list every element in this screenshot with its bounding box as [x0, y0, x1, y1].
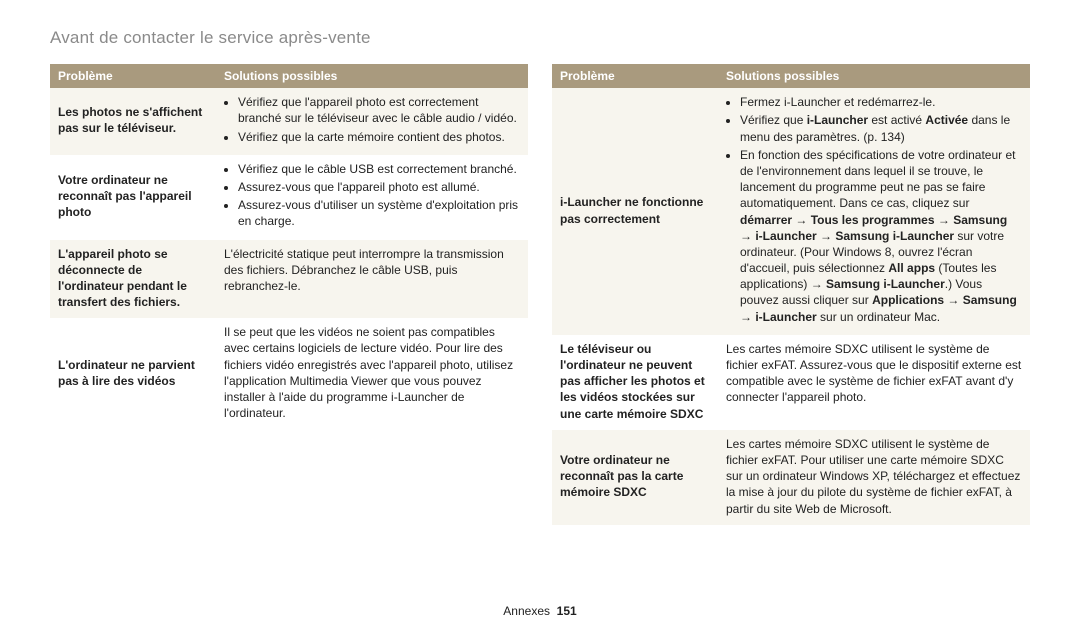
problem-cell: Le téléviseur ou l'ordinateur ne peuvent…: [552, 335, 718, 430]
problem-cell: Votre ordinateur ne reconnaît pas l'appa…: [50, 155, 216, 240]
solution-cell: Il se peut que les vidéos ne soient pas …: [216, 318, 528, 429]
col-header-problem: Problème: [50, 64, 216, 88]
troubleshoot-table-right: Problème Solutions possibles i-Launcher …: [552, 64, 1030, 525]
table-row: Votre ordinateur ne reconnaît pas la car…: [552, 430, 1030, 525]
col-header-solutions: Solutions possibles: [216, 64, 528, 88]
right-column: Problème Solutions possibles i-Launcher …: [552, 64, 1030, 525]
footer-label: Annexes: [503, 604, 550, 618]
table-row: i-Launcher ne fonctionne pas correctemen…: [552, 88, 1030, 335]
col-header-problem: Problème: [552, 64, 718, 88]
solution-cell: Les cartes mémoire SDXC utilisent le sys…: [718, 430, 1030, 525]
table-row: Les photos ne s'affichent pas sur le tél…: [50, 88, 528, 155]
solution-cell: L'électricité statique peut interrompre …: [216, 240, 528, 319]
solution-cell: Fermez i-Launcher et redémarrez-le.Vérif…: [718, 88, 1030, 335]
page-title: Avant de contacter le service après-vent…: [50, 28, 1030, 48]
solution-cell: Vérifiez que l'appareil photo est correc…: [216, 88, 528, 155]
table-row: Le téléviseur ou l'ordinateur ne peuvent…: [552, 335, 1030, 430]
solution-cell: Vérifiez que le câble USB est correcteme…: [216, 155, 528, 240]
table-row: L'appareil photo se déconnecte de l'ordi…: [50, 240, 528, 319]
page-footer: Annexes 151: [0, 604, 1080, 618]
left-column: Problème Solutions possibles Les photos …: [50, 64, 528, 525]
problem-cell: i-Launcher ne fonctionne pas correctemen…: [552, 88, 718, 335]
problem-cell: Votre ordinateur ne reconnaît pas la car…: [552, 430, 718, 525]
table-row: L'ordinateur ne parvient pas à lire des …: [50, 318, 528, 429]
problem-cell: Les photos ne s'affichent pas sur le tél…: [50, 88, 216, 155]
problem-cell: L'ordinateur ne parvient pas à lire des …: [50, 318, 216, 429]
problem-cell: L'appareil photo se déconnecte de l'ordi…: [50, 240, 216, 319]
table-row: Votre ordinateur ne reconnaît pas l'appa…: [50, 155, 528, 240]
content-columns: Problème Solutions possibles Les photos …: [50, 64, 1030, 525]
footer-page-number: 151: [557, 604, 577, 618]
troubleshoot-table-left: Problème Solutions possibles Les photos …: [50, 64, 528, 429]
col-header-solutions: Solutions possibles: [718, 64, 1030, 88]
solution-cell: Les cartes mémoire SDXC utilisent le sys…: [718, 335, 1030, 430]
